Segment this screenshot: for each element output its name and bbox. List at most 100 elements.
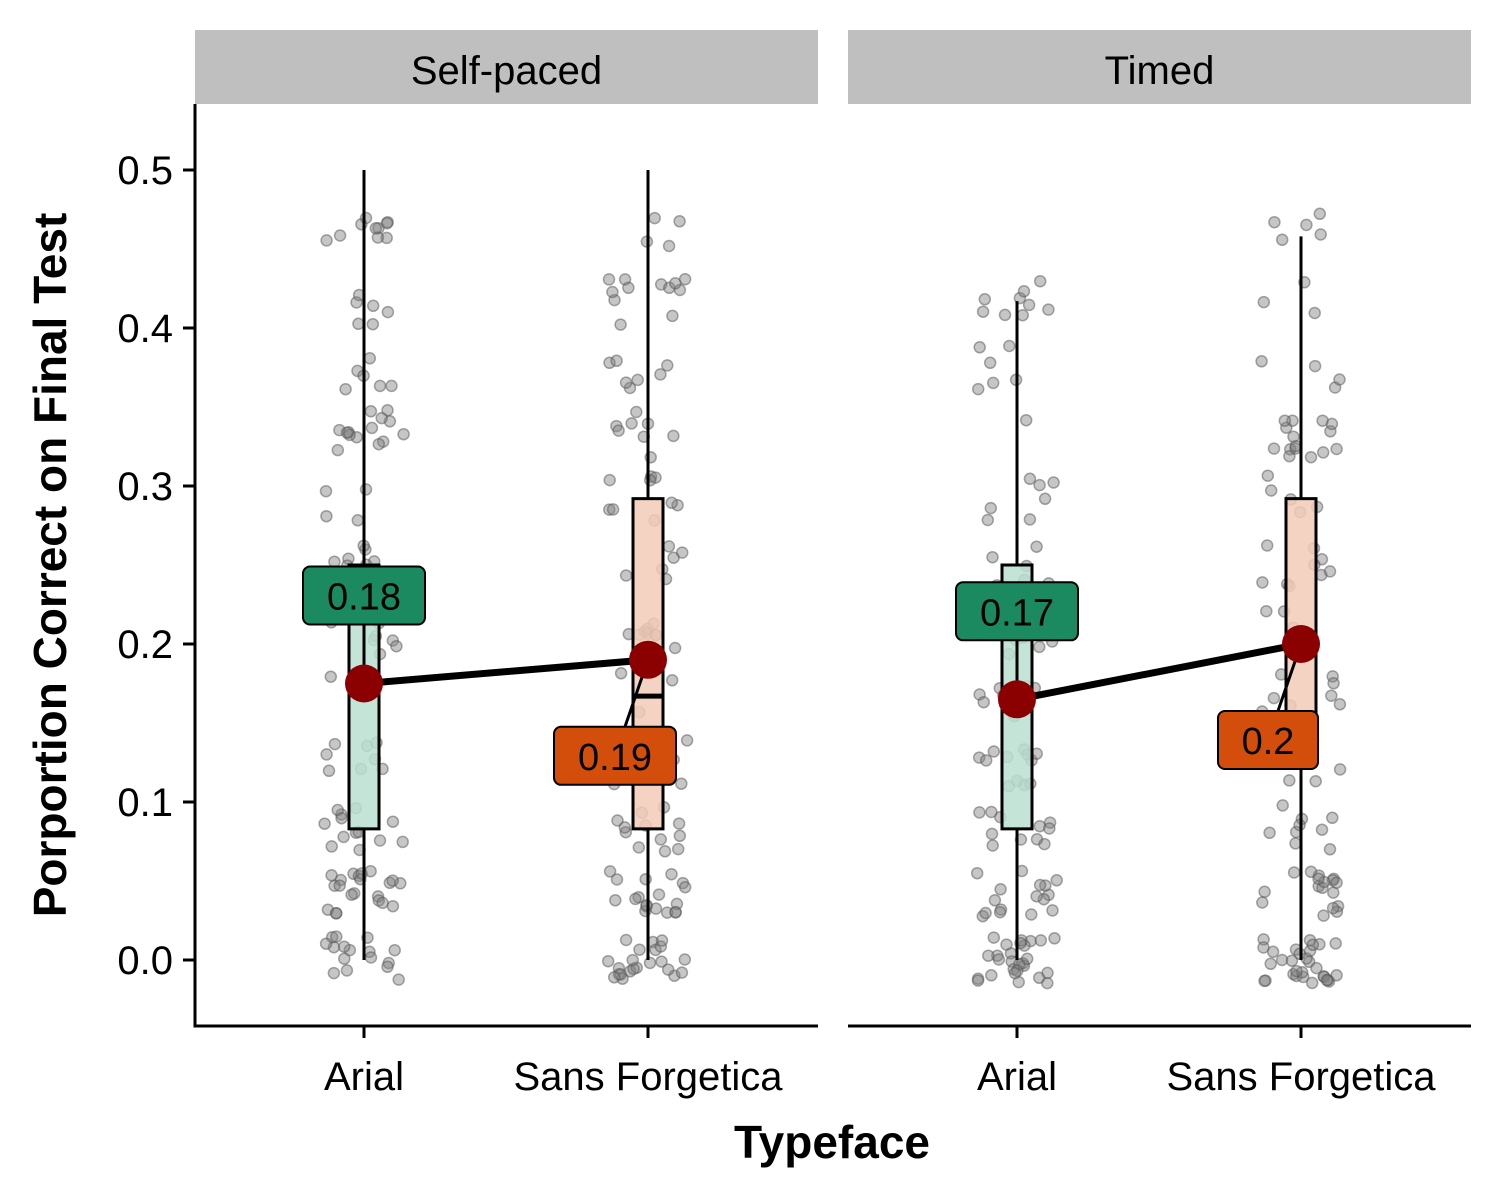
jitter-point (380, 231, 393, 245)
jitter-point (385, 379, 398, 393)
jitter-point (1043, 822, 1056, 835)
jitter-point (1267, 442, 1281, 455)
jitter-point (1047, 476, 1060, 489)
x-tick-label: Arial (977, 1055, 1057, 1099)
jitter-point (614, 667, 628, 680)
jitter-point (981, 513, 995, 527)
jitter-point (1003, 339, 1016, 353)
jitter-point (364, 864, 377, 878)
jitter-point (1290, 964, 1303, 978)
jitter-point (987, 745, 1001, 758)
panel-timed: Timed Arial Sans Forgetica 0.17 0.2 (848, 30, 1471, 1099)
jitter-point (1258, 974, 1271, 988)
jitter-point (1019, 413, 1033, 427)
jitter-point (629, 892, 642, 906)
jitter-point (1327, 677, 1340, 690)
jitter-point (1316, 446, 1330, 459)
jitter-point (1037, 892, 1051, 906)
jitter-point (622, 281, 635, 295)
jitter-point (632, 841, 646, 854)
jitter-point (631, 373, 644, 387)
jitter-point (662, 239, 676, 253)
jitter-point (602, 273, 616, 286)
jitter-point (1033, 274, 1047, 288)
jitter-point (984, 501, 998, 515)
y-tick-label: 0.1 (117, 781, 173, 825)
jitter-point (1317, 909, 1330, 922)
jitter-point (986, 550, 999, 564)
jitter-point (1323, 843, 1337, 856)
jitter-point (1283, 774, 1296, 787)
jitter-point (373, 379, 387, 393)
jitter-point (606, 285, 619, 299)
mean-label-box (302, 565, 426, 626)
jitter-point (673, 829, 687, 843)
jitter-point (1023, 513, 1037, 526)
jitter-point (1330, 969, 1343, 982)
jitter-point (643, 956, 657, 970)
jitter-point (390, 639, 403, 653)
jitter-point (662, 540, 676, 553)
jitter-point (373, 834, 387, 847)
jitter-point (1268, 215, 1281, 229)
jitter-point (1285, 954, 1299, 967)
jitter-point (1258, 885, 1271, 899)
jitter-point (985, 805, 998, 819)
jitter-point (372, 437, 386, 451)
jitter-point (603, 503, 616, 516)
jitter-point (1034, 934, 1048, 947)
jitter-point (345, 888, 358, 901)
jitter-point (1023, 472, 1037, 486)
jitter-point (609, 894, 622, 907)
y-tick-label: 0.3 (117, 465, 173, 509)
mean-point (629, 640, 667, 679)
jitter-point (340, 426, 354, 439)
mean-label-box (1217, 710, 1319, 770)
jitter-point (1033, 640, 1046, 654)
y-tick-label: 0.2 (117, 623, 173, 667)
jitter-point (603, 473, 616, 487)
jitter-point (985, 969, 998, 982)
jitter-point (1333, 373, 1346, 386)
jitter-point (669, 905, 682, 919)
mean-label: 0.17 (980, 592, 1054, 634)
jitter-point (971, 382, 985, 396)
jitter-point (381, 305, 395, 319)
jitter-point (985, 827, 999, 841)
jitter-point (655, 934, 669, 947)
jitter-point (392, 973, 405, 986)
jitter-point (329, 907, 343, 920)
jitter-point (366, 299, 380, 313)
jitter-point (993, 905, 1007, 919)
jitter-point (998, 308, 1012, 322)
jitter-point (988, 894, 1002, 907)
jitter-point (371, 890, 385, 903)
jitter-point (979, 906, 992, 920)
jitter-point (639, 872, 652, 886)
jitter-point (610, 873, 624, 886)
jitter-point (1042, 303, 1055, 316)
jitter-point (1264, 484, 1278, 497)
jitter-point (603, 356, 616, 370)
jitter-point (331, 443, 345, 457)
jitter-point (1033, 819, 1047, 833)
mean-line (1016, 640, 1302, 703)
jitter-point (1013, 291, 1027, 305)
jitter-point (678, 880, 692, 894)
jitter-point (665, 496, 678, 510)
jitter-point (1326, 901, 1340, 915)
jitter-point (992, 953, 1006, 966)
jitter-point (327, 966, 341, 980)
jitter-point (386, 815, 400, 828)
jitter-point (658, 845, 672, 858)
facet-strip (195, 30, 818, 104)
jitter-point (1316, 414, 1329, 427)
x-tick-label: Arial (324, 1055, 404, 1099)
jitter-point (1309, 774, 1322, 788)
jitter-point (1308, 306, 1321, 320)
jitter-point (1278, 414, 1292, 427)
jitter-point (982, 949, 995, 962)
jitter-points (318, 211, 694, 986)
mean-label: 0.19 (578, 737, 652, 779)
jitter-point (366, 317, 380, 331)
